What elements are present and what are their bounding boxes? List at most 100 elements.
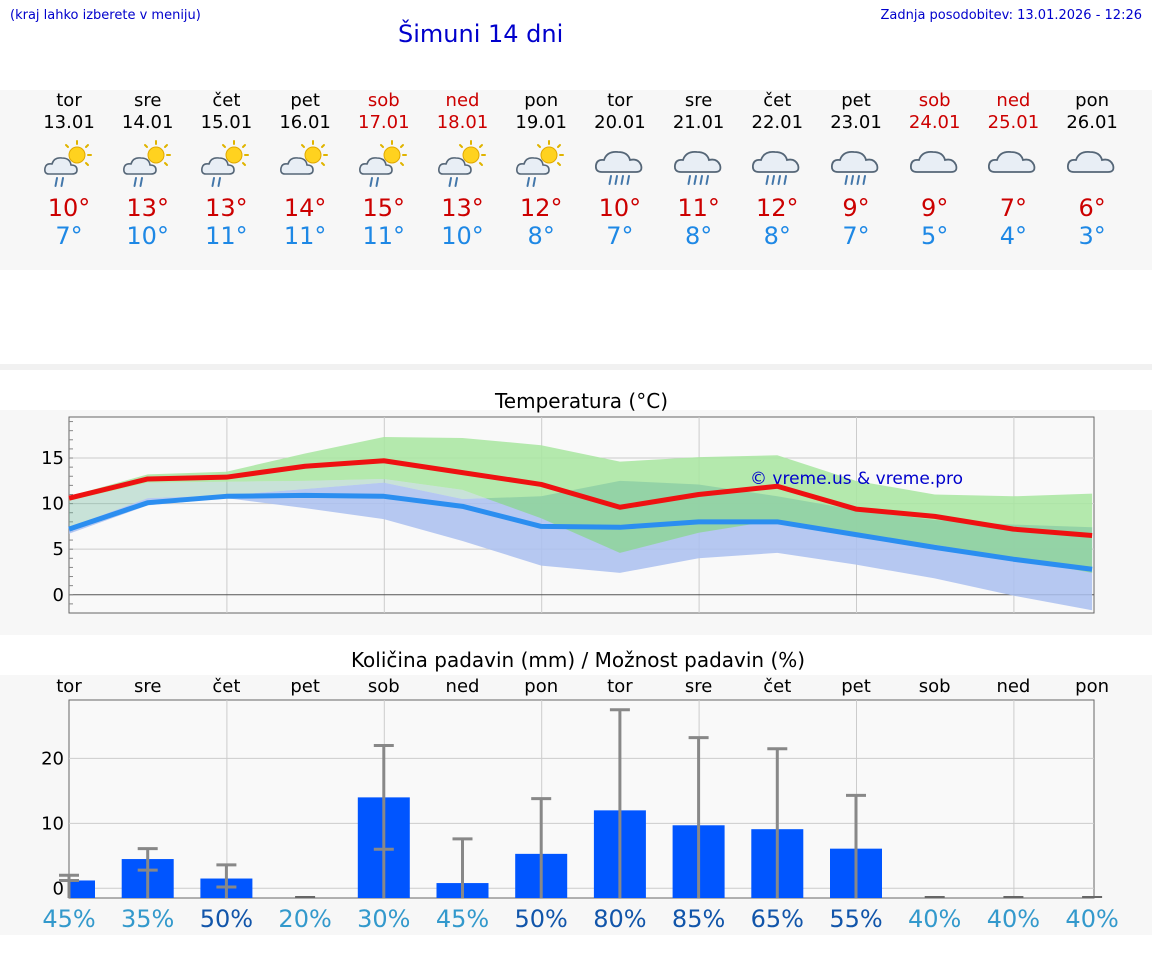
min-temperature: 8°: [527, 222, 555, 250]
section-divider: [0, 364, 1152, 370]
page-title: Šimuni 14 dni: [398, 20, 564, 48]
y-tick-label: 20: [41, 748, 64, 769]
day-name: sre: [133, 90, 162, 111]
day-name: čet: [763, 90, 792, 111]
precip-probability: 55%: [829, 905, 882, 933]
precip-probability: 65%: [751, 905, 804, 933]
x-category-label: ned: [996, 676, 1030, 697]
day-date: 16.01: [279, 112, 331, 133]
day-column: ned 18.01 13° 10°: [423, 90, 502, 250]
day-column: sob 17.01 15° 11°: [344, 90, 423, 250]
y-tick-label: 10: [41, 494, 64, 515]
max-temperature: 10°: [598, 194, 642, 222]
day-date: 23.01: [830, 112, 882, 133]
min-temp-line: [68, 492, 1093, 572]
y-tick-label: 15: [41, 448, 64, 469]
day-date: 26.01: [1066, 112, 1118, 133]
day-name: sre: [684, 90, 713, 111]
rain-sun-icon: [44, 140, 92, 187]
day-date: 22.01: [751, 112, 804, 133]
precip-probability: 45%: [42, 905, 95, 933]
min-temperature: 7°: [842, 222, 870, 250]
plot-area: [68, 699, 1095, 899]
x-category-label: sre: [134, 676, 161, 697]
day-column: sre 14.01 13° 10°: [108, 90, 187, 250]
day-column: tor 13.01 10° 7°: [30, 90, 109, 250]
max-temperature: 9°: [842, 194, 870, 222]
location-hint[interactable]: (kraj lahko izberete v meniju): [10, 8, 201, 23]
watermark: © vreme.us & vreme.pro: [750, 469, 963, 489]
day-name: čet: [212, 90, 241, 111]
x-category-label: ned: [446, 676, 480, 697]
day-name: sob: [367, 90, 400, 111]
min-temperature: 11°: [362, 222, 406, 250]
day-date: 24.01: [908, 112, 961, 133]
day-column: pon 19.01 12° 8°: [502, 90, 581, 250]
forecast-strip: [0, 90, 1152, 270]
max-temperature: 12°: [756, 194, 799, 222]
rain-sun-icon: [358, 140, 407, 187]
day-date: 13.01: [43, 112, 95, 133]
min-temperature: 10°: [126, 222, 169, 250]
day-column: čet 22.01 12° 8°: [738, 90, 817, 250]
cloud-icon: [909, 151, 958, 173]
max-temperature: 13°: [441, 194, 484, 222]
day-date: 15.01: [200, 112, 253, 133]
x-category-label: čet: [763, 676, 791, 697]
precip-probability: 40%: [987, 905, 1040, 933]
precip-probability: 20%: [278, 905, 331, 933]
y-tick-label: 5: [53, 539, 64, 560]
min-temperature: 7°: [606, 222, 634, 250]
chart-title: Količina padavin (mm) / Možnost padavin …: [351, 648, 805, 672]
x-category-label: pet: [290, 676, 320, 697]
day-name: tor: [607, 90, 633, 111]
max-temperature: 15°: [362, 194, 406, 222]
x-category-label: sob: [919, 676, 951, 697]
precip-probability: 50%: [515, 905, 568, 933]
min-temperature: 4°: [999, 222, 1028, 250]
max-temperature: 12°: [519, 194, 563, 222]
day-name: ned: [445, 90, 480, 111]
max-temp-range-band: [69, 437, 1093, 573]
day-column: ned 25.01 7° 4°: [974, 90, 1053, 250]
min-temperature: 7°: [55, 222, 83, 250]
day-column: pon 26.01 6° 3°: [1053, 90, 1132, 250]
max-temp-line: [68, 458, 1093, 539]
rain-icon: [752, 151, 800, 185]
day-column: tor 20.01 10° 7°: [580, 90, 659, 250]
day-name: pet: [841, 90, 871, 111]
rain-sun-icon: [516, 140, 565, 187]
max-temperature: 7°: [999, 194, 1028, 222]
rain-icon: [673, 151, 721, 185]
x-category-label: sre: [685, 676, 712, 697]
day-date: 17.01: [358, 112, 410, 133]
max-temperature: 10°: [47, 194, 91, 222]
min-temperature: 5°: [921, 222, 949, 250]
day-date: 19.01: [515, 112, 567, 133]
x-category-label: čet: [212, 676, 240, 697]
day-name: ned: [996, 90, 1031, 111]
day-name: pon: [524, 90, 559, 111]
min-temperature: 11°: [283, 222, 327, 250]
precip-probability: 40%: [908, 905, 961, 933]
cloud-icon: [1067, 151, 1115, 173]
precip-probability: 45%: [436, 905, 489, 933]
precip-bar: [69, 880, 95, 898]
min-temperature: 10°: [441, 222, 484, 250]
day-name: tor: [56, 90, 82, 111]
max-temperature: 11°: [677, 194, 720, 222]
precip-probability: 35%: [121, 905, 174, 933]
max-temperature: 6°: [1078, 194, 1106, 222]
x-category-label: pon: [1075, 676, 1109, 697]
day-date: 25.01: [987, 112, 1040, 133]
day-date: 21.01: [672, 112, 725, 133]
max-temperature: 14°: [283, 194, 327, 222]
day-column: sob 24.01 9° 5°: [895, 90, 974, 250]
day-column: pet 23.01 9° 7°: [817, 90, 896, 250]
precipitation-chart: Količina padavin (mm) / Možnost padavin …: [41, 648, 1119, 933]
temperature-chart: Temperatura (°C) 0 5 10 15 © vreme.us & vreme…: [41, 389, 1095, 614]
min-temperature: 11°: [205, 222, 248, 250]
rain-sun-icon: [201, 140, 250, 187]
max-temperature: 9°: [921, 194, 949, 222]
precip-probability: 40%: [1065, 905, 1118, 933]
